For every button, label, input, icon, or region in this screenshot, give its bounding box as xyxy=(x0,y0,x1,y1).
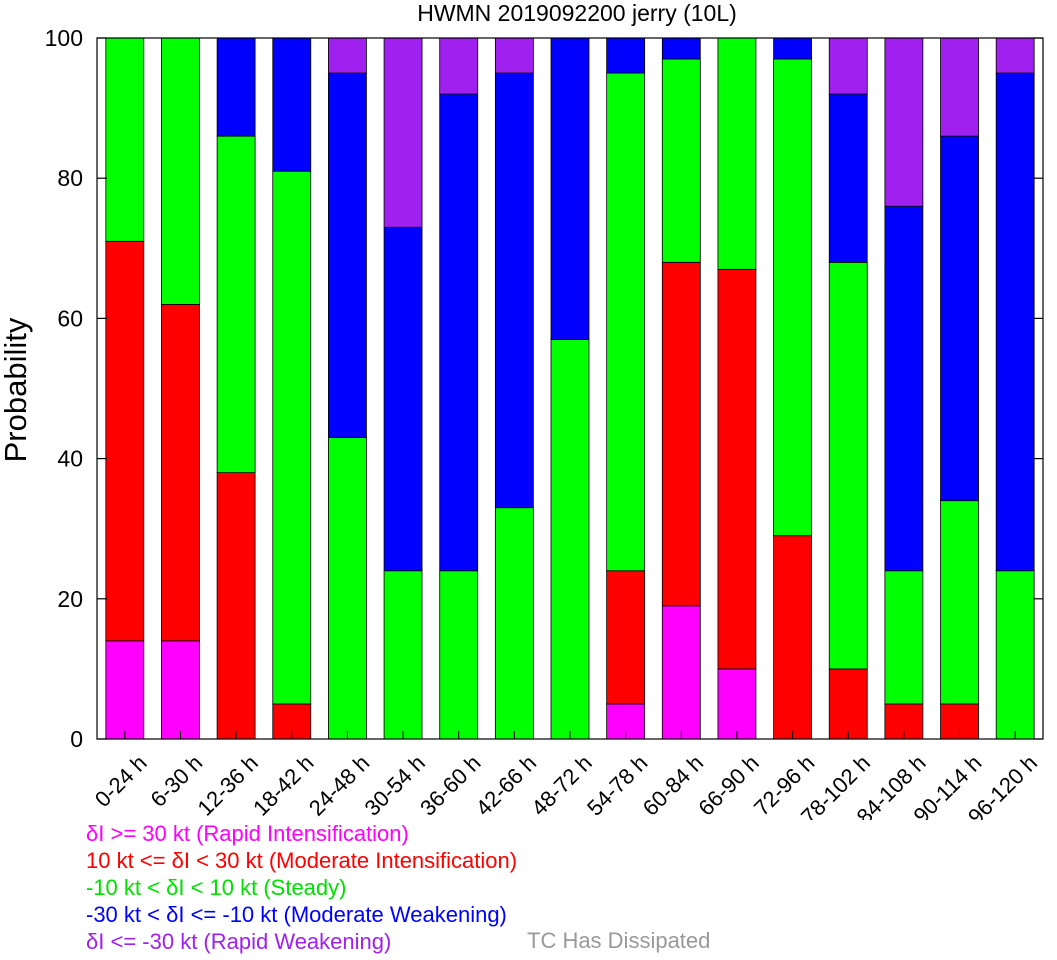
bar-segment-78-102h-s3 xyxy=(828,93,868,263)
bar-segment-24-48h-s4 xyxy=(328,37,367,74)
bar-segment-36-60h-s4 xyxy=(439,37,479,95)
bar-segment-90-114h-s3 xyxy=(940,135,979,502)
bar-segment-90-114h-s4 xyxy=(940,37,979,137)
x-tick-label: 66-90 h xyxy=(693,750,763,820)
bar-segment-48-72h-s3 xyxy=(550,37,590,340)
y-tick-label: 100 xyxy=(45,25,83,51)
bar-segment-30-54h-s4 xyxy=(383,37,423,228)
probability-chart: HWMN 2019092200 jerry (10L) Probability … xyxy=(0,0,1044,820)
bar-segment-6-30h-s2 xyxy=(161,37,200,305)
x-tick-label: 12-36 h xyxy=(193,750,263,820)
bar-segment-78-102h-s2 xyxy=(828,261,868,670)
bar-segment-0-24h-s1 xyxy=(105,240,145,642)
bar-segment-72-96h-s3 xyxy=(773,37,812,60)
y-tick-label: 0 xyxy=(70,726,83,752)
bar-segment-84-108h-s4 xyxy=(884,37,924,207)
bar-segment-12-36h-s3 xyxy=(216,37,256,137)
chart-title: HWMN 2019092200 jerry (10L) xyxy=(417,0,737,26)
bar-segment-96-120h-s3 xyxy=(995,72,1035,572)
bar-segment-72-96h-s2 xyxy=(773,58,812,537)
x-tick-label: 60-84 h xyxy=(638,750,708,820)
bar-segment-18-42h-s3 xyxy=(272,37,312,172)
bar-segment-60-84h-s0 xyxy=(661,605,701,740)
y-tick-label: 20 xyxy=(57,586,83,612)
bar-segment-42-66h-s2 xyxy=(494,507,534,740)
bar-segment-24-48h-s2 xyxy=(328,437,367,740)
legend-entry-rapid-weakening: δI <= -30 kt (Rapid Weakening) xyxy=(86,929,392,954)
legend-entry-tc-dissipated: TC Has Dissipated xyxy=(527,928,711,953)
bar-segment-36-60h-s3 xyxy=(439,93,479,572)
bar-segment-12-36h-s2 xyxy=(216,135,256,474)
bar-segment-42-66h-s4 xyxy=(494,37,534,74)
bar-segment-66-90h-s0 xyxy=(717,668,757,740)
legend-entry-moderate-weakening: -30 kt < δI <= -10 kt (Moderate Weakenin… xyxy=(86,902,507,927)
bar-segment-84-108h-s2 xyxy=(884,570,924,705)
x-tick-label: 0-24 h xyxy=(90,750,152,812)
bar-segment-24-48h-s3 xyxy=(328,72,367,438)
bar-segment-6-30h-s1 xyxy=(161,303,200,642)
x-tick-label: 30-54 h xyxy=(359,750,429,820)
legend: δI >= 30 kt (Rapid Intensification) 10 k… xyxy=(86,820,517,955)
bar-segment-54-78h-s1 xyxy=(606,570,646,705)
y-tick-label: 40 xyxy=(57,446,83,472)
bar-segment-90-114h-s2 xyxy=(940,500,979,705)
bar-segment-78-102h-s1 xyxy=(828,668,868,740)
x-tick-label: 48-72 h xyxy=(526,750,596,820)
bar-segment-96-120h-s4 xyxy=(995,37,1035,74)
bar-segment-48-72h-s2 xyxy=(550,339,590,740)
y-tick-label: 80 xyxy=(57,165,83,191)
legend-entry-steady: -10 kt < δI < 10 kt (Steady) xyxy=(86,875,347,900)
bar-segment-0-24h-s0 xyxy=(105,640,145,740)
bar-segment-60-84h-s2 xyxy=(661,58,701,263)
bar-segment-30-54h-s3 xyxy=(383,226,423,572)
bar-segment-78-102h-s4 xyxy=(828,37,868,95)
legend-entry-moderate-intensification: 10 kt <= δI < 30 kt (Moderate Intensific… xyxy=(86,848,518,873)
bar-segment-42-66h-s3 xyxy=(494,72,534,509)
bar-segment-96-120h-s2 xyxy=(995,570,1035,740)
bar-segment-12-36h-s1 xyxy=(216,472,256,740)
x-tick-label: 54-78 h xyxy=(582,750,652,820)
legend-entry-rapid-intensification: δI >= 30 kt (Rapid Intensification) xyxy=(86,821,409,846)
bar-segment-66-90h-s2 xyxy=(717,37,757,270)
bar-segment-0-24h-s2 xyxy=(105,37,145,242)
bar-segment-84-108h-s3 xyxy=(884,205,924,572)
x-tick-label: 42-66 h xyxy=(471,750,541,820)
bar-segment-6-30h-s0 xyxy=(161,640,200,740)
x-tick-label: 24-48 h xyxy=(304,750,374,820)
bar-segment-72-96h-s1 xyxy=(773,535,812,740)
bar-segment-54-78h-s3 xyxy=(606,37,646,74)
y-tick-label: 60 xyxy=(57,305,83,331)
bar-segment-60-84h-s1 xyxy=(661,261,701,607)
bar-segment-18-42h-s2 xyxy=(272,170,312,705)
bar-segment-30-54h-s2 xyxy=(383,570,423,740)
bar-segment-66-90h-s1 xyxy=(717,268,757,670)
bar-segment-36-60h-s2 xyxy=(439,570,479,740)
x-tick-label: 18-42 h xyxy=(248,750,318,820)
bar-segment-54-78h-s2 xyxy=(606,72,646,572)
bar-segment-60-84h-s3 xyxy=(661,37,701,60)
x-tick-label: 36-60 h xyxy=(415,750,485,820)
y-axis-label: Probability xyxy=(0,317,33,462)
